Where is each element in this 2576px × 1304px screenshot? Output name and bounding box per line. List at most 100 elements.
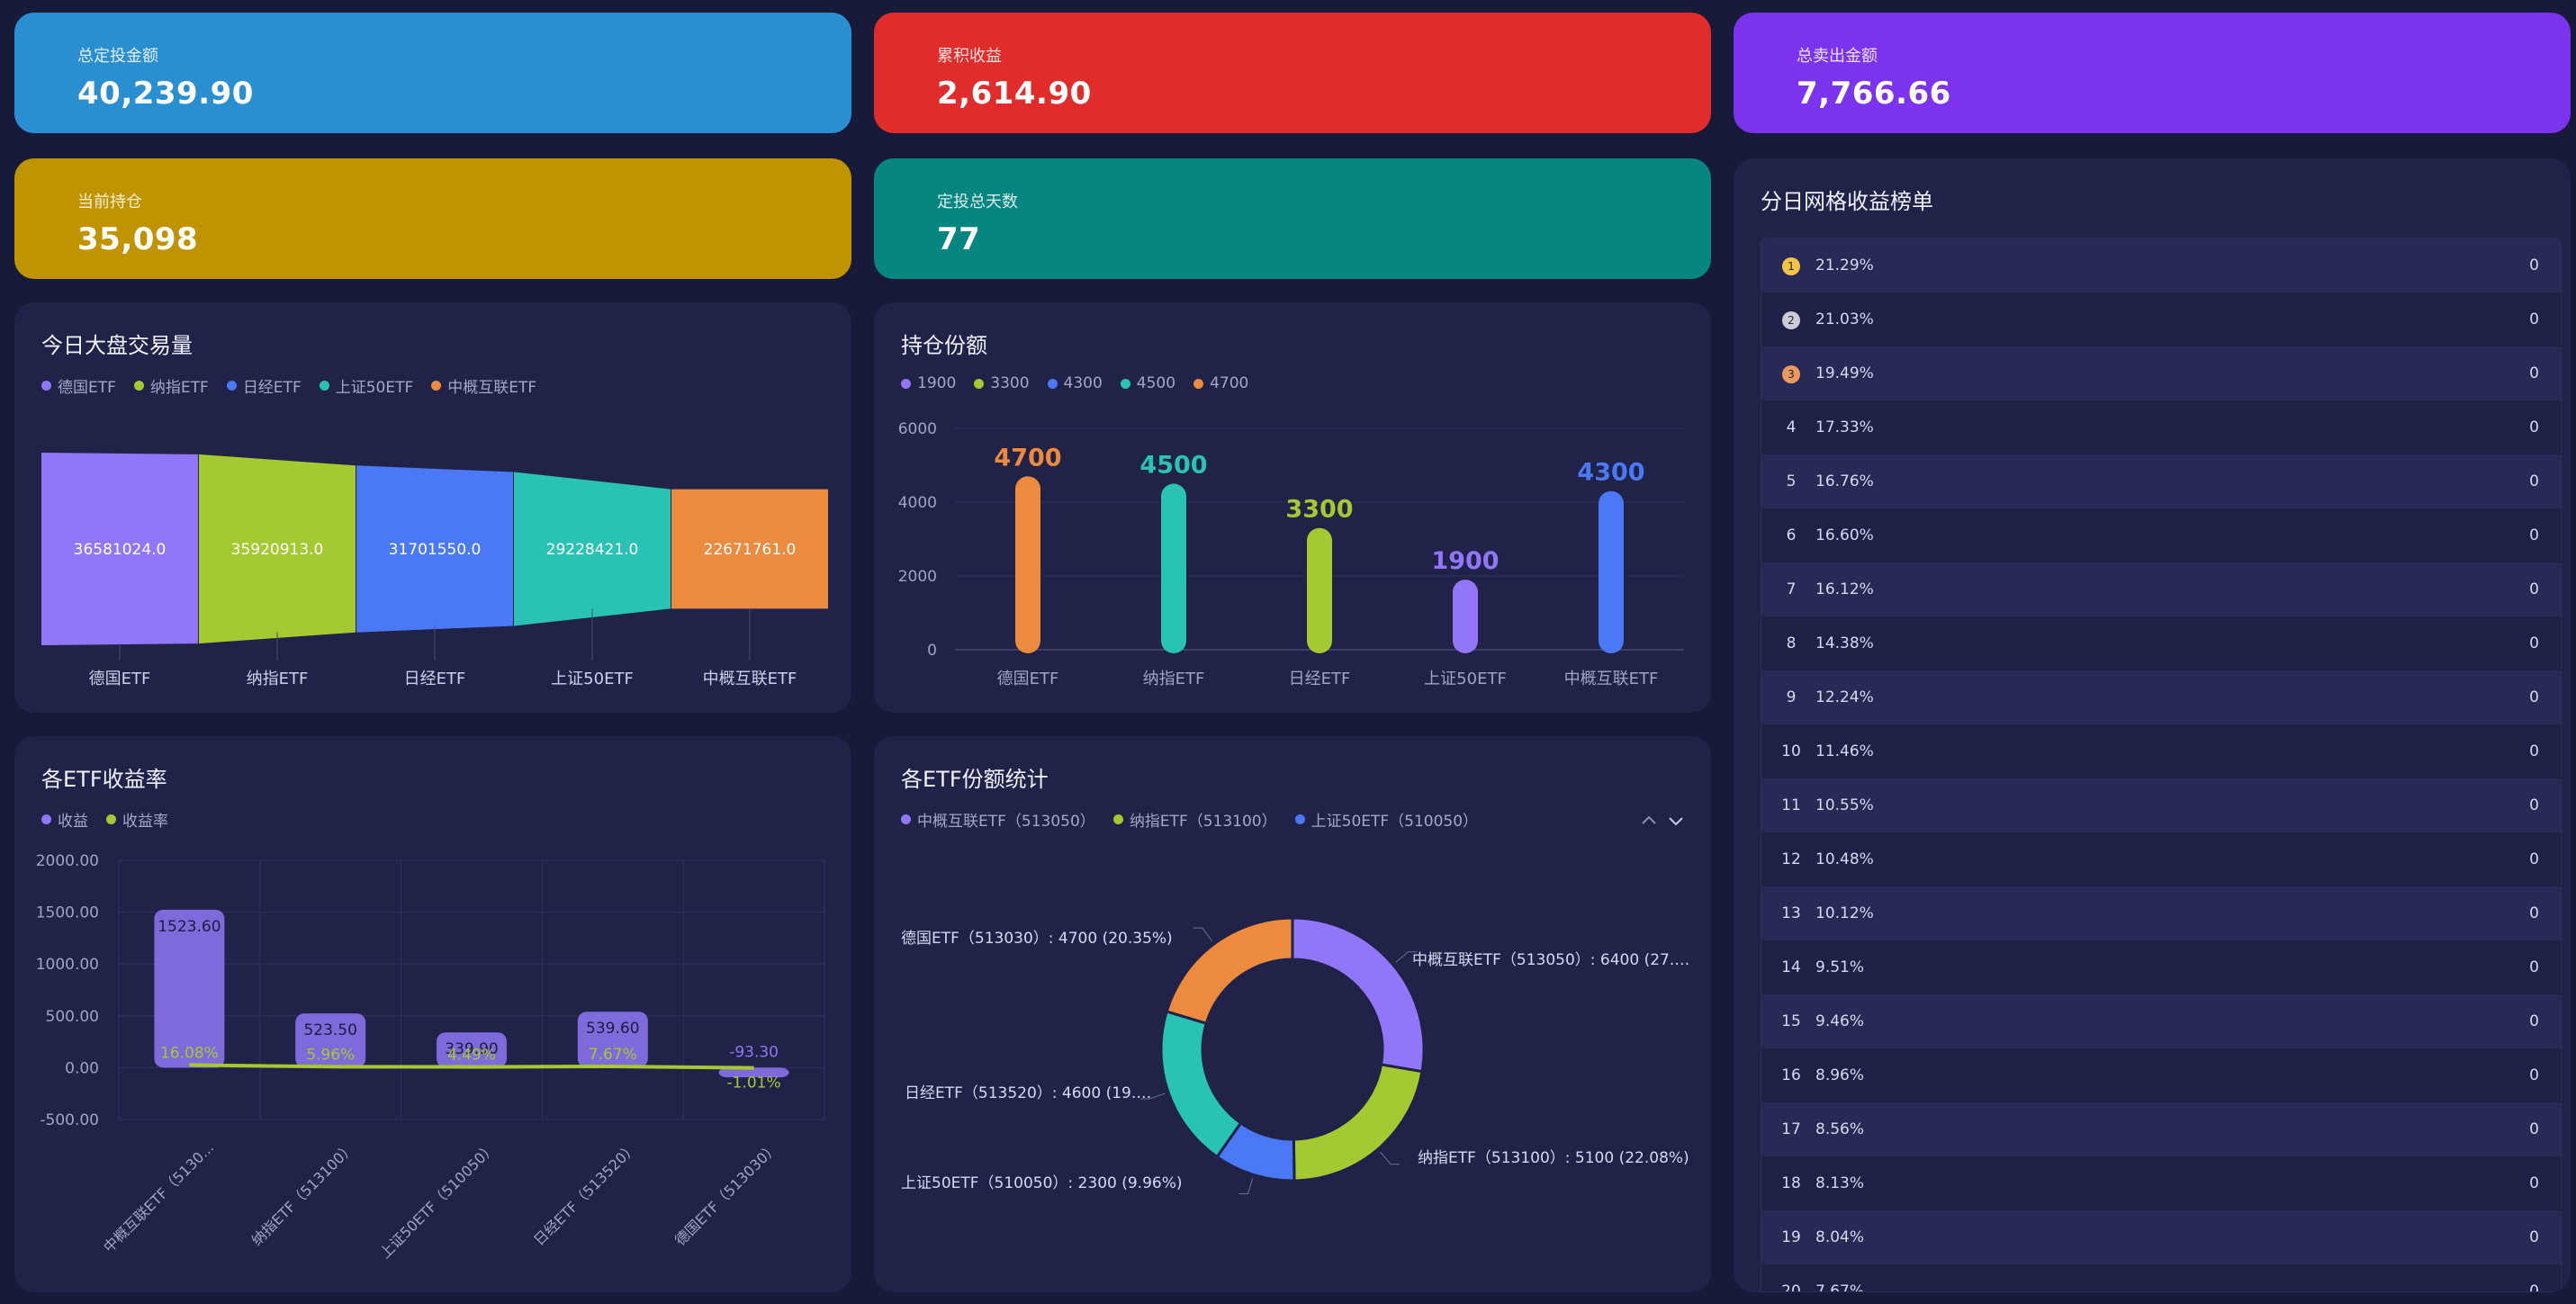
rank-percent: 8.56% xyxy=(1815,1120,1865,1138)
rank-number: 5 xyxy=(1786,472,1797,490)
legend-label: 1900 xyxy=(917,374,957,392)
y-tick-label: 1000.00 xyxy=(36,956,99,974)
stat-value: 40,239.90 xyxy=(77,76,254,112)
y-tick-label: 1500.00 xyxy=(36,904,99,922)
legend-item[interactable]: 上证50ETF（510050） xyxy=(1294,808,1478,831)
funnel-segment xyxy=(199,454,356,644)
legend-item[interactable]: 4500 xyxy=(1120,374,1175,392)
y-tick-label: 4000 xyxy=(898,494,937,512)
chart-legend: 中概互联ETF（513050） 纳指ETF（513100） 上证50ETF（51… xyxy=(901,808,1478,831)
donut-slice-label: 德国ETF（513030）: 4700 (20.35%) xyxy=(901,930,1173,948)
funnel-value-label: 22671761.0 xyxy=(704,541,797,559)
stat-label: 总定投金额 xyxy=(77,47,158,66)
rank-number: 18 xyxy=(1781,1174,1801,1192)
legend-item[interactable]: 1900 xyxy=(901,374,956,392)
rank-count: 0 xyxy=(2529,472,2539,490)
rank-count: 0 xyxy=(2529,796,2539,814)
legend-item[interactable]: 德国ETF xyxy=(41,374,116,397)
legend-label: 纳指ETF（513100） xyxy=(1129,813,1277,831)
legend-item[interactable]: 上证50ETF xyxy=(319,374,413,397)
chevron-down-icon[interactable] xyxy=(1669,817,1683,826)
legend-dot xyxy=(431,381,442,391)
rate-value-label: 4.49% xyxy=(447,1047,496,1065)
donut-leader-line xyxy=(1395,951,1418,963)
returns-combo-chart: 2000.00 1500.00 1000.00 500.00 0.00 -500.00 15… xyxy=(36,852,825,1262)
chart-title: 各ETF收益率 xyxy=(41,767,167,792)
bar-value-label: 1900 xyxy=(1431,547,1499,575)
rank-count: 0 xyxy=(2529,256,2539,274)
funnel-segment xyxy=(41,453,198,645)
legend-item[interactable]: 4700 xyxy=(1193,374,1248,392)
shares-donut-chart: 中概互联ETF（513050）: 6400 (27.… 纳指ETF（513100）… xyxy=(901,916,1689,1195)
x-tick-label: 德国ETF xyxy=(997,670,1059,688)
funnel-segment xyxy=(514,472,671,626)
donut-leader-line xyxy=(1380,1151,1401,1165)
rank-number: 8 xyxy=(1786,634,1797,652)
legend-label: 中概互联ETF（513050） xyxy=(917,813,1095,831)
rank-number: 14 xyxy=(1781,958,1801,976)
ranking-row: 13 10.12% 0 xyxy=(1761,886,2561,940)
donut-slice-label: 上证50ETF（510050）: 2300 (9.96%) xyxy=(901,1174,1183,1192)
legend-item[interactable]: 日经ETF xyxy=(226,374,302,397)
rank-count: 0 xyxy=(2529,958,2539,976)
x-tick-label: 中概互联ETF xyxy=(1564,670,1659,688)
income-value-label: -93.30 xyxy=(729,1043,779,1061)
legend-item[interactable]: 纳指ETF xyxy=(133,374,209,397)
legend-label: 3300 xyxy=(990,374,1030,392)
holdings-bar-chart: 6000 4000 2000 0 4700 德国ETF 4500 纳指ETF 3300 日经ETF… xyxy=(898,420,1684,688)
ranking-list[interactable]: 1 21.29% 0 2 21.03% 0 3 19.49% 0 4 17.33% 0 5 16.76% 0… xyxy=(1761,238,2562,1292)
x-tick-label: 中概互联ETF（5130... xyxy=(100,1138,217,1255)
legend-item[interactable]: 收益率 xyxy=(106,808,168,831)
rank-count: 0 xyxy=(2529,904,2539,922)
bar-value-label: 4500 xyxy=(1139,452,1207,480)
holding-bar xyxy=(1015,476,1040,653)
stat-label: 累积收益 xyxy=(937,47,1002,66)
rank-medal-icon: 1 xyxy=(1782,256,1800,275)
rank-percent: 8.13% xyxy=(1815,1174,1865,1192)
holdings-chart-panel: 持仓份额 1900 3300 4300 4500 4700 6000 4000 20… xyxy=(874,302,1711,713)
rank-percent: 16.12% xyxy=(1815,580,1874,598)
legend-label: 德国ETF xyxy=(58,379,116,397)
stat-value: 77 xyxy=(937,221,981,257)
y-tick-label: 0.00 xyxy=(65,1059,99,1077)
legend-dot xyxy=(319,381,329,391)
rank-count: 0 xyxy=(2529,850,2539,868)
legend-item[interactable]: 纳指ETF（513100） xyxy=(1112,808,1277,831)
ranking-row: 11 10.55% 0 xyxy=(1761,778,2561,832)
funnel-category-label: 中概互联ETF xyxy=(703,670,797,688)
legend-item[interactable]: 4300 xyxy=(1047,374,1103,392)
x-tick-label: 日经ETF xyxy=(1289,670,1351,688)
legend-dot xyxy=(1047,378,1058,389)
y-tick-label: -500.00 xyxy=(40,1111,99,1129)
legend-item[interactable]: 收益 xyxy=(41,808,88,831)
rank-count: 0 xyxy=(2529,526,2539,544)
legend-dot xyxy=(226,381,237,391)
rank-medal-icon: 2 xyxy=(1782,310,1800,329)
x-tick-label: 日经ETF（513520） xyxy=(530,1138,640,1248)
rank-percent: 19.49% xyxy=(1815,364,1874,382)
ranking-row: 4 17.33% 0 xyxy=(1761,400,2561,454)
rank-number: 19 xyxy=(1781,1228,1801,1246)
ranking-row: 2 21.03% 0 xyxy=(1761,292,2561,346)
legend-label: 4700 xyxy=(1210,374,1249,392)
ranking-row: 8 14.38% 0 xyxy=(1761,616,2561,670)
ranking-row: 3 19.49% 0 xyxy=(1761,346,2561,400)
legend-dot xyxy=(133,381,144,391)
legend-label: 收益率 xyxy=(122,813,168,831)
rank-number: 12 xyxy=(1781,850,1801,868)
legend-dot xyxy=(41,814,51,824)
stat-value: 35,098 xyxy=(77,221,199,257)
rank-count: 0 xyxy=(2529,688,2539,706)
holding-bar xyxy=(1453,580,1478,653)
legend-item[interactable]: 中概互联ETF（513050） xyxy=(901,808,1095,831)
y-tick-label: 6000 xyxy=(898,420,937,438)
legend-item[interactable]: 3300 xyxy=(974,374,1030,392)
rank-percent: 16.60% xyxy=(1815,526,1874,544)
legend-dot xyxy=(1193,378,1204,389)
legend-item[interactable]: 中概互联ETF xyxy=(431,374,536,397)
income-value-label: 539.60 xyxy=(586,1020,639,1038)
ranking-row: 5 16.76% 0 xyxy=(1761,454,2561,508)
rank-percent: 21.29% xyxy=(1815,256,1874,274)
bar-value-label: 3300 xyxy=(1285,496,1353,524)
chevron-up-icon[interactable] xyxy=(1642,815,1656,824)
